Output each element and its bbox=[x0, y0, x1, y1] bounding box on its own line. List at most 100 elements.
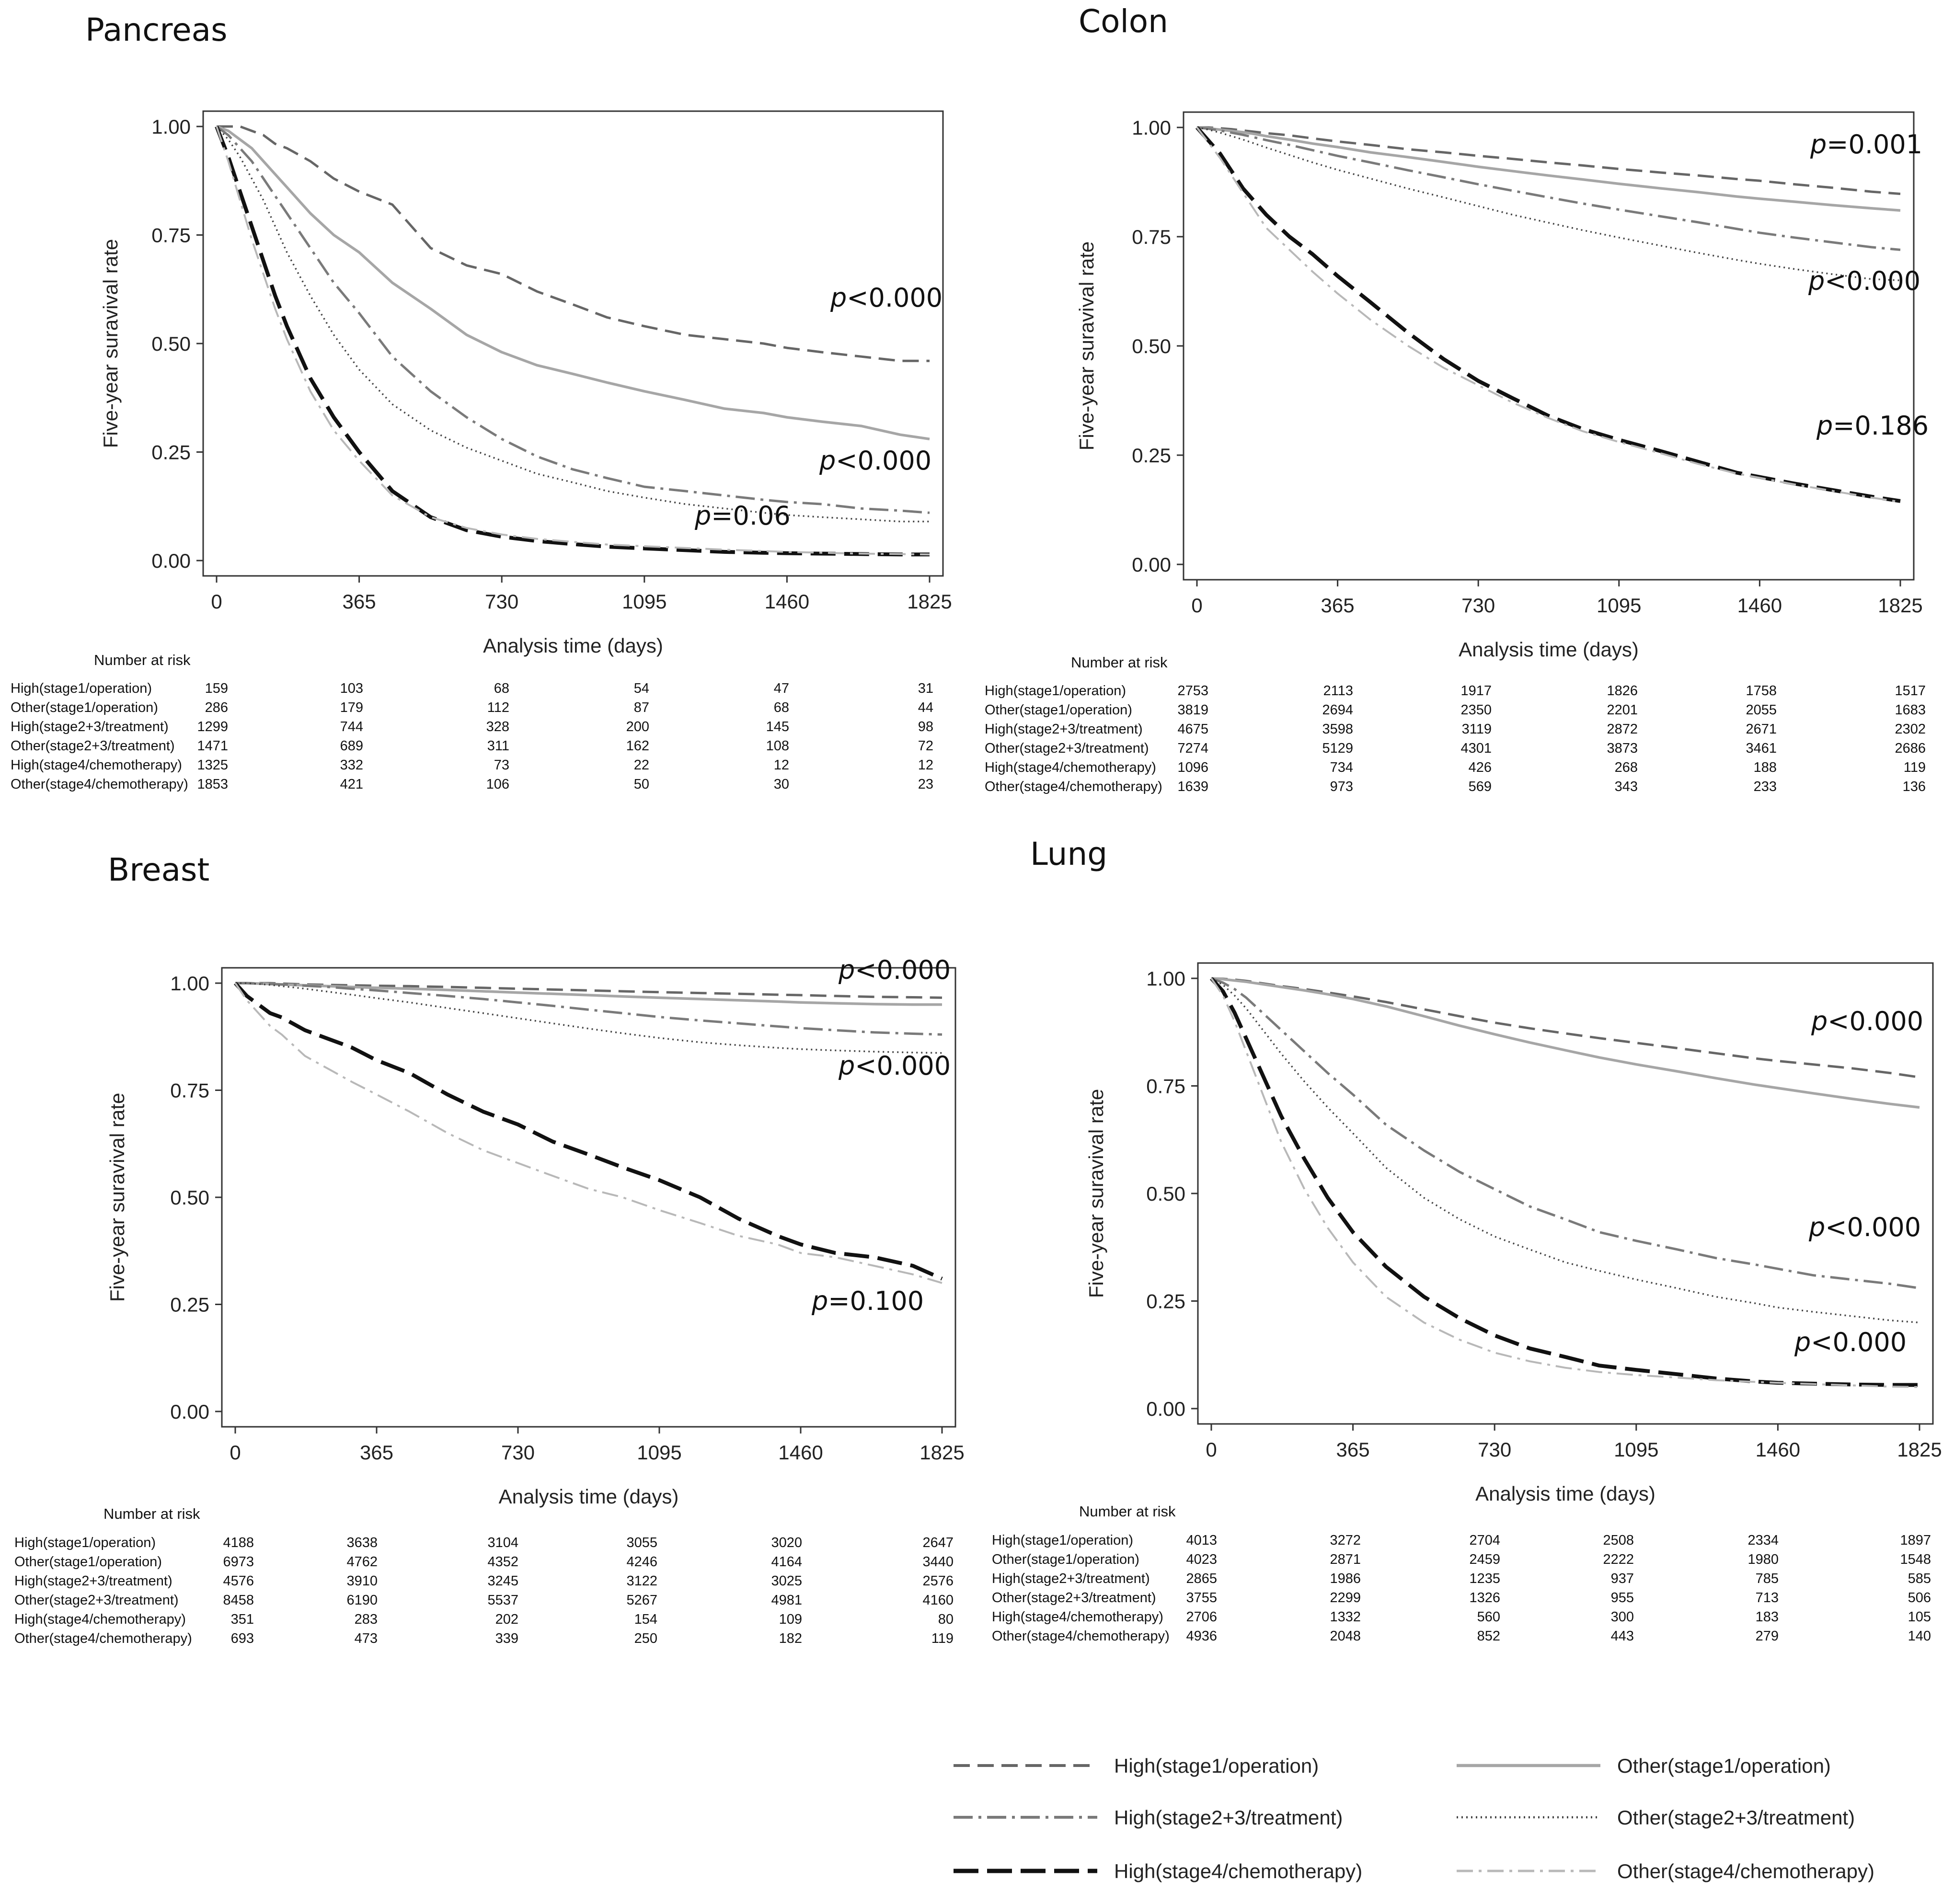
risk-cell: 3873 bbox=[1607, 741, 1638, 756]
risk-cell: 339 bbox=[495, 1631, 518, 1646]
risk-cell: 693 bbox=[231, 1631, 254, 1646]
risk-cell: 560 bbox=[1477, 1609, 1500, 1625]
risk-cell: 734 bbox=[1330, 760, 1353, 775]
risk-row-label: Other(stage1/operation) bbox=[985, 702, 1132, 718]
risk-cell: 47 bbox=[774, 681, 789, 696]
legend-label: High(stage2+3/treatment) bbox=[1114, 1806, 1343, 1829]
series-line-5 bbox=[216, 126, 930, 556]
legend-label: Other(stage2+3/treatment) bbox=[1617, 1806, 1855, 1829]
risk-cell: 785 bbox=[1756, 1571, 1779, 1586]
p-value-number: =0.100 bbox=[828, 1286, 924, 1316]
x-tick-label: 1460 bbox=[1737, 594, 1782, 617]
risk-cell: 4352 bbox=[487, 1554, 518, 1570]
y-tick-label: 0.00 bbox=[151, 550, 191, 572]
risk-row-label: High(stage1/operation) bbox=[992, 1533, 1133, 1548]
risk-cell: 12 bbox=[774, 757, 789, 773]
p-value-symbol: p bbox=[1810, 129, 1827, 160]
risk-cell: 105 bbox=[1908, 1609, 1931, 1625]
x-tick-label: 1825 bbox=[907, 590, 952, 613]
risk-cell: 852 bbox=[1477, 1629, 1500, 1644]
p-value-label: p=0.001 bbox=[1810, 129, 1922, 160]
risk-cell: 119 bbox=[931, 1631, 954, 1646]
risk-cell: 50 bbox=[634, 777, 649, 792]
legend: High(stage1/operation) Other(stage1/opera… bbox=[954, 1755, 1874, 1882]
x-tick-label: 730 bbox=[1461, 594, 1495, 617]
risk-cell: 426 bbox=[1469, 760, 1492, 775]
chart-title: Lung bbox=[1030, 836, 1107, 872]
y-tick-label: 0.50 bbox=[151, 333, 191, 355]
risk-cell: 689 bbox=[340, 738, 363, 754]
y-axis-label: Five-year suravival rate bbox=[1075, 241, 1098, 450]
risk-row-label: High(stage1/operation) bbox=[14, 1535, 156, 1550]
series-line-2 bbox=[1211, 977, 1920, 1290]
risk-cell: 2871 bbox=[1330, 1552, 1361, 1567]
p-value-label: p<0.000 bbox=[838, 1051, 951, 1081]
risk-cell: 506 bbox=[1908, 1590, 1931, 1606]
p-value-number: =0.06 bbox=[711, 501, 790, 531]
series-line-0 bbox=[1197, 126, 1901, 195]
p-value-number: <0.000 bbox=[855, 1051, 951, 1081]
chart-title: Breast bbox=[108, 851, 209, 888]
p-value-number: <0.000 bbox=[1828, 1006, 1923, 1036]
risk-cell: 54 bbox=[634, 681, 649, 696]
risk-cell: 103 bbox=[340, 681, 363, 696]
risk-cell: 154 bbox=[634, 1612, 657, 1627]
risk-row-label: High(stage2+3/treatment) bbox=[14, 1573, 172, 1589]
risk-row-label: High(stage1/operation) bbox=[985, 683, 1126, 699]
series-line-4 bbox=[1210, 977, 1920, 1387]
y-tick-label: 0.25 bbox=[1146, 1290, 1185, 1313]
risk-cell: 268 bbox=[1615, 760, 1638, 775]
risk-cell: 1096 bbox=[1177, 760, 1208, 775]
risk-cell: 421 bbox=[340, 777, 363, 792]
series-line-1 bbox=[1196, 126, 1901, 212]
risk-row-label: Other(stage1/operation) bbox=[14, 1554, 162, 1570]
risk-cell: 2671 bbox=[1746, 722, 1777, 737]
risk-cell: 2459 bbox=[1469, 1552, 1500, 1567]
legend-label: Other(stage4/chemotherapy) bbox=[1617, 1860, 1874, 1882]
y-tick-label: 0.00 bbox=[1132, 553, 1171, 576]
p-value-symbol: p bbox=[811, 1286, 828, 1316]
risk-row-label: Other(stage4/chemotherapy) bbox=[11, 777, 188, 792]
risk-cell: 202 bbox=[495, 1612, 518, 1627]
p-value-symbol: p bbox=[1816, 411, 1833, 441]
risk-cell: 4246 bbox=[626, 1554, 657, 1570]
risk-cell: 3755 bbox=[1186, 1590, 1217, 1606]
series-line-5 bbox=[1210, 977, 1920, 1388]
y-tick-label: 0.75 bbox=[1146, 1075, 1185, 1098]
risk-cell: 351 bbox=[231, 1612, 254, 1627]
risk-cell: 73 bbox=[494, 757, 509, 773]
risk-cell: 200 bbox=[626, 719, 649, 734]
risk-row-label: Other(stage1/operation) bbox=[992, 1552, 1139, 1567]
risk-cell: 31 bbox=[918, 681, 933, 696]
risk-cell: 145 bbox=[766, 719, 789, 734]
risk-cell: 3119 bbox=[1462, 722, 1492, 737]
risk-cell: 973 bbox=[1330, 779, 1353, 794]
risk-cell: 1917 bbox=[1460, 683, 1492, 699]
risk-cell: 4013 bbox=[1186, 1533, 1217, 1548]
risk-cell: 4164 bbox=[771, 1554, 802, 1570]
risk-cell: 332 bbox=[340, 757, 363, 773]
p-value-number: =0.001 bbox=[1827, 129, 1922, 160]
risk-cell: 2865 bbox=[1186, 1571, 1217, 1586]
risk-cell: 4981 bbox=[771, 1593, 802, 1608]
x-tick-label: 1095 bbox=[1597, 594, 1641, 617]
risk-cell: 1299 bbox=[197, 719, 228, 734]
risk-row-label: High(stage4/chemotherapy) bbox=[985, 760, 1156, 775]
series-line-4 bbox=[234, 982, 943, 1281]
risk-cell: 3245 bbox=[487, 1573, 518, 1589]
p-value-symbol: p bbox=[1811, 1006, 1828, 1036]
p-value-number: <0.000 bbox=[855, 955, 951, 985]
x-tick-label: 0 bbox=[1191, 594, 1202, 617]
risk-cell: 6190 bbox=[346, 1593, 378, 1608]
risk-table-title: Number at risk bbox=[1079, 1503, 1176, 1520]
x-tick-label: 1460 bbox=[765, 590, 809, 613]
x-tick-label: 1825 bbox=[1878, 594, 1922, 617]
p-value-label: p<0.000 bbox=[830, 283, 943, 313]
risk-cell: 328 bbox=[486, 719, 509, 734]
risk-row-label: Other(stage1/operation) bbox=[11, 700, 158, 715]
risk-cell: 68 bbox=[774, 700, 789, 715]
p-value-number: <0.000 bbox=[1825, 266, 1920, 296]
risk-cell: 3272 bbox=[1330, 1533, 1361, 1548]
risk-cell: 98 bbox=[918, 719, 933, 734]
